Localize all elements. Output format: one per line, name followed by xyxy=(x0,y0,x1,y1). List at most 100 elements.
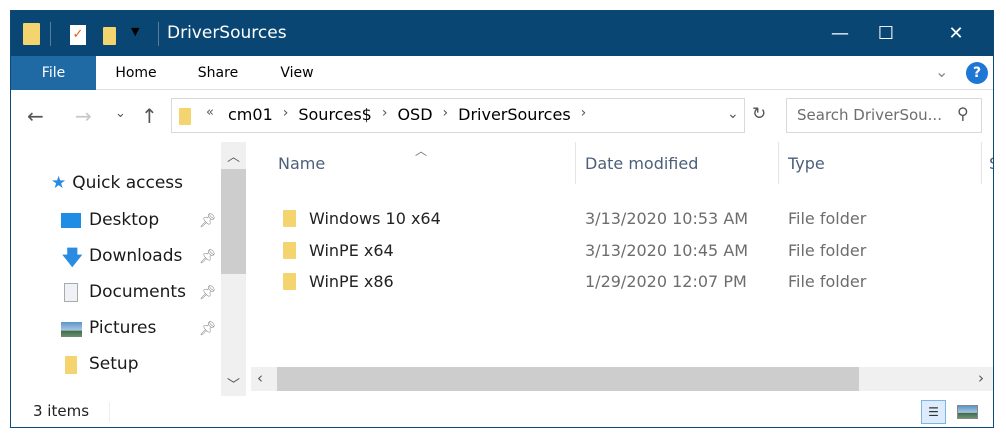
folder-icon xyxy=(283,273,296,290)
pin-icon[interactable]: 📌︎ xyxy=(199,249,217,265)
tab-home[interactable]: Home xyxy=(115,65,157,81)
recent-locations-icon[interactable]: ⌄ xyxy=(115,106,126,121)
file-date: 3/13/2020 10:45 AM xyxy=(585,241,749,260)
maximize-button[interactable]: ☐ xyxy=(877,23,895,44)
scroll-thumb[interactable] xyxy=(277,367,859,391)
crumb-osd[interactable]: OSD xyxy=(397,105,433,124)
desktop-icon xyxy=(61,213,81,228)
explorer-window: ✓ ▼ DriverSources — ☐ ✕ File Home Share … xyxy=(10,10,994,428)
folder-icon xyxy=(283,210,296,227)
pin-icon[interactable]: 📌︎ xyxy=(199,213,217,229)
tab-file[interactable]: File xyxy=(11,56,96,90)
folder-icon xyxy=(283,242,296,259)
folder-icon xyxy=(179,108,191,125)
column-divider[interactable] xyxy=(778,142,779,184)
file-type: File folder xyxy=(788,241,867,260)
column-divider[interactable] xyxy=(981,142,982,184)
ribbon: File Home Share View ⌄ ? xyxy=(11,56,993,90)
navigation-pane: ★ Quick access Desktop 📌︎ 🡇 Downloads 📌︎ … xyxy=(11,142,246,396)
quick-access[interactable]: ★ Quick access xyxy=(51,173,183,193)
folder-icon xyxy=(23,23,40,45)
column-divider[interactable] xyxy=(575,142,576,184)
chevron-right-icon: › xyxy=(442,105,449,121)
column-header-date[interactable]: Date modified xyxy=(585,154,699,173)
documents-icon xyxy=(64,283,78,302)
refresh-icon[interactable]: ↻ xyxy=(752,104,767,124)
search-icon: ⚲ xyxy=(957,104,969,123)
chevron-right-icon: › xyxy=(580,105,587,121)
nav-item-documents[interactable]: Documents 📌︎ xyxy=(61,281,221,307)
forward-button[interactable]: → xyxy=(75,104,92,128)
divider xyxy=(109,402,110,422)
column-header-size[interactable]: S xyxy=(989,154,993,173)
scroll-left-button[interactable]: ‹ xyxy=(257,369,263,387)
pin-icon[interactable]: 📌︎ xyxy=(199,285,217,301)
file-name: WinPE x64 xyxy=(309,241,394,260)
nav-label: Desktop xyxy=(89,210,160,230)
details-view-button[interactable]: ☰ xyxy=(921,400,946,424)
nav-label: Setup xyxy=(89,354,139,374)
column-header-name[interactable]: Name xyxy=(278,154,326,173)
nav-item-downloads[interactable]: 🡇 Downloads 📌︎ xyxy=(61,245,221,271)
sort-ascending-icon: ︿ xyxy=(415,144,428,158)
crumb-cm01[interactable]: cm01 xyxy=(228,105,273,124)
window-title: DriverSources xyxy=(167,23,287,43)
tab-view[interactable]: View xyxy=(280,65,314,81)
file-name: WinPE x86 xyxy=(309,272,394,291)
address-dropdown-icon[interactable]: ⌄ xyxy=(727,106,739,122)
refresh-button[interactable] xyxy=(744,99,745,132)
search-placeholder: Search DriverSou... xyxy=(797,106,942,124)
minimize-button[interactable]: — xyxy=(831,23,849,44)
divider xyxy=(158,22,159,46)
quick-access-label: Quick access xyxy=(72,173,184,193)
file-row[interactable]: WinPE x86 1/29/2020 12:07 PM File folder xyxy=(251,271,981,297)
close-button[interactable]: ✕ xyxy=(948,23,964,44)
nav-item-setup[interactable]: Setup xyxy=(61,353,221,379)
pin-icon[interactable]: 📌︎ xyxy=(199,321,217,337)
status-bar: 3 items ☰ xyxy=(11,398,993,427)
scroll-up-button[interactable]: ︿ xyxy=(227,150,241,165)
chevron-right-icon: › xyxy=(282,105,289,121)
address-bar[interactable]: « cm01 › Sources$ › OSD › DriverSources › ⌄ … xyxy=(171,98,766,133)
nav-label: Documents xyxy=(89,282,186,302)
breadcrumb: cm01 › Sources$ › OSD › DriverSources › xyxy=(228,105,586,124)
pictures-icon xyxy=(61,322,82,337)
star-icon: ★ xyxy=(51,173,67,193)
nav-label: Pictures xyxy=(89,318,157,338)
column-header-type[interactable]: Type xyxy=(788,154,825,173)
title-bar: ✓ ▼ DriverSources — ☐ ✕ xyxy=(11,11,993,56)
customize-toolbar-icon[interactable]: ▼ xyxy=(131,25,140,38)
large-icons-view-button[interactable] xyxy=(957,405,978,419)
crumb-driversources[interactable]: DriverSources xyxy=(458,105,571,124)
horizontal-scrollbar[interactable]: ‹ › xyxy=(251,367,993,391)
back-button[interactable]: ← xyxy=(27,104,44,128)
downloads-icon: 🡇 xyxy=(62,245,83,269)
nav-scrollbar[interactable]: ︿ ﹀ xyxy=(221,142,246,396)
scroll-down-button[interactable]: ﹀ xyxy=(227,378,241,393)
nav-item-desktop[interactable]: Desktop 📌︎ xyxy=(61,209,221,235)
tab-share[interactable]: Share xyxy=(197,65,239,81)
item-count: 3 items xyxy=(33,402,90,420)
scroll-thumb[interactable] xyxy=(221,169,246,274)
crumb-sources[interactable]: Sources$ xyxy=(298,105,372,124)
file-date: 3/13/2020 10:53 AM xyxy=(585,209,749,228)
file-row[interactable]: WinPE x64 3/13/2020 10:45 AM File folder xyxy=(251,240,981,266)
scroll-right-button[interactable]: › xyxy=(978,369,984,387)
file-type: File folder xyxy=(788,272,867,291)
nav-label: Downloads xyxy=(89,246,183,266)
file-row[interactable]: Windows 10 x64 3/13/2020 10:53 AM File f… xyxy=(251,208,981,234)
help-button[interactable]: ? xyxy=(966,62,988,84)
properties-icon[interactable]: ✓ xyxy=(70,25,86,45)
nav-item-pictures[interactable]: Pictures 📌︎ xyxy=(61,317,221,343)
search-input[interactable]: Search DriverSou... ⚲ xyxy=(786,98,982,133)
file-type: File folder xyxy=(788,209,867,228)
file-name: Windows 10 x64 xyxy=(309,209,441,228)
file-date: 1/29/2020 12:07 PM xyxy=(585,272,747,291)
new-folder-icon[interactable] xyxy=(103,27,116,45)
folder-icon xyxy=(65,356,77,374)
expand-ribbon-icon[interactable]: ⌄ xyxy=(935,62,949,81)
divider xyxy=(50,22,51,46)
chevron-right-icon: › xyxy=(381,105,388,121)
overflow-crumb[interactable]: « xyxy=(206,105,214,120)
up-button[interactable]: ↑ xyxy=(141,104,158,128)
